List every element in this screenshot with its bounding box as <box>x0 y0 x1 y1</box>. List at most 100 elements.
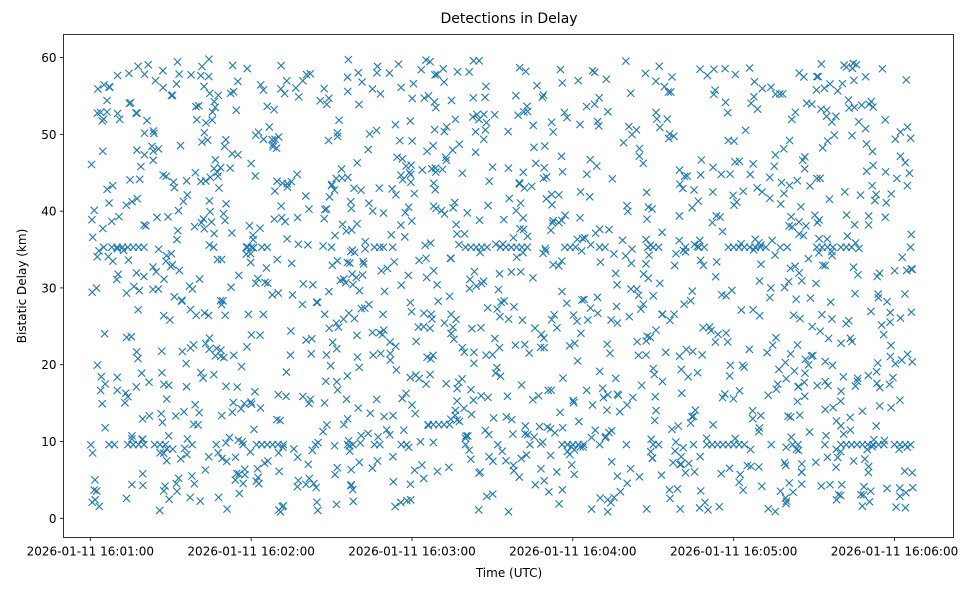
y-tick-label: 60 <box>41 51 56 65</box>
data-point <box>98 399 107 408</box>
data-point <box>694 197 703 206</box>
data-point <box>242 250 251 259</box>
data-point <box>642 235 650 244</box>
data-point <box>745 345 754 354</box>
data-point <box>192 311 201 320</box>
data-point <box>795 268 804 277</box>
data-point <box>903 181 912 190</box>
data-point <box>628 245 637 254</box>
data-point <box>303 240 312 249</box>
data-point <box>375 243 384 252</box>
data-point <box>122 494 131 503</box>
data-point <box>608 174 617 183</box>
data-point <box>332 319 341 328</box>
data-point <box>595 440 604 449</box>
data-point <box>439 64 448 73</box>
data-point <box>549 127 558 136</box>
data-point <box>348 270 357 279</box>
data-point <box>231 476 240 485</box>
data-point <box>92 486 101 495</box>
data-point <box>569 396 578 405</box>
data-point <box>234 271 243 280</box>
data-point <box>385 69 394 78</box>
data-point <box>372 395 381 404</box>
data-point <box>380 287 389 296</box>
data-point <box>765 293 774 302</box>
data-point <box>801 355 810 364</box>
data-point <box>782 443 791 452</box>
data-point <box>333 463 342 472</box>
data-point <box>851 382 860 391</box>
data-point <box>369 351 378 360</box>
data-point <box>593 293 602 302</box>
data-point <box>244 310 253 319</box>
data-point <box>726 170 735 179</box>
data-point <box>95 502 104 511</box>
data-point <box>279 440 288 449</box>
data-point <box>613 280 622 289</box>
data-point <box>271 135 280 144</box>
data-point <box>613 319 622 328</box>
data-point <box>860 455 869 463</box>
data-point <box>723 108 732 117</box>
data-point <box>709 163 718 172</box>
data-point <box>794 382 803 391</box>
data-point <box>557 216 566 225</box>
data-point <box>906 134 915 143</box>
data-point <box>785 136 794 145</box>
data-point <box>379 326 388 335</box>
data-point <box>469 359 478 368</box>
data-point <box>851 289 860 298</box>
scatter-marks <box>86 55 917 516</box>
data-point <box>113 109 122 118</box>
data-point <box>533 81 542 90</box>
data-point <box>826 298 835 307</box>
data-point <box>787 115 796 124</box>
data-point <box>740 440 749 449</box>
data-point <box>301 191 310 200</box>
data-point <box>169 178 178 187</box>
data-point <box>145 411 154 420</box>
data-point <box>548 218 557 227</box>
data-point <box>856 191 865 200</box>
data-point <box>217 411 226 420</box>
data-point <box>623 479 632 488</box>
data-point <box>138 435 147 444</box>
data-point <box>538 438 547 447</box>
data-point <box>343 258 352 267</box>
data-point <box>848 131 857 140</box>
data-point <box>175 70 184 79</box>
data-point <box>718 393 727 402</box>
data-point <box>270 187 279 196</box>
plot-frame <box>63 34 954 538</box>
data-point <box>797 468 806 477</box>
data-point <box>149 126 158 135</box>
data-point <box>861 72 870 81</box>
data-point <box>837 480 846 489</box>
data-point <box>407 400 416 409</box>
data-point <box>313 506 322 515</box>
data-point <box>132 109 141 118</box>
data-point <box>324 136 333 145</box>
data-point <box>658 377 667 386</box>
data-point <box>165 495 174 504</box>
data-point <box>276 84 285 93</box>
data-point <box>493 305 502 314</box>
data-point <box>674 422 683 430</box>
data-point <box>607 457 616 466</box>
data-point <box>786 349 795 358</box>
data-point <box>675 211 684 220</box>
data-point <box>906 243 915 252</box>
data-point <box>161 482 170 491</box>
data-point <box>872 190 881 199</box>
data-point <box>124 256 133 265</box>
data-point <box>497 298 506 307</box>
data-point <box>391 190 400 199</box>
data-point <box>357 304 366 313</box>
data-point <box>709 420 718 429</box>
data-point <box>726 361 735 370</box>
data-point <box>388 452 397 461</box>
data-point <box>823 453 832 462</box>
data-point <box>872 379 881 388</box>
data-point <box>347 204 356 213</box>
